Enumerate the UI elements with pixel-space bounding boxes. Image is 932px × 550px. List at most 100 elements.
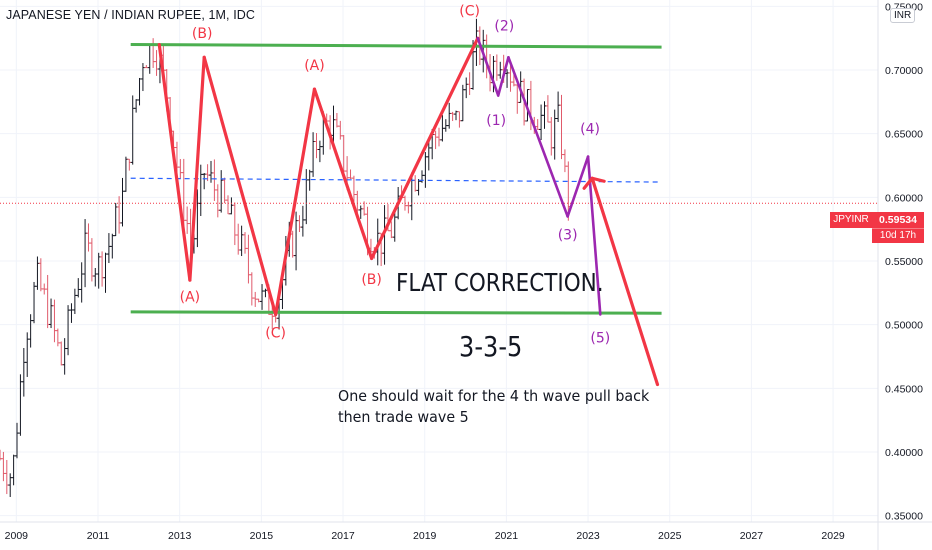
ohlc-bar-119 bbox=[402, 195, 407, 211]
ohlc-bar-37 bbox=[123, 156, 128, 192]
ohlc-bar-2 bbox=[4, 459, 9, 495]
ohlc-bar-134 bbox=[454, 110, 459, 121]
ohlc-bar-158 bbox=[535, 119, 540, 130]
ohlc-bar-55 bbox=[185, 206, 190, 234]
ohlc-bar-1 bbox=[1, 451, 6, 482]
time-axis-tick-5: 2019 bbox=[413, 530, 437, 542]
time-axis-tick-9: 2027 bbox=[740, 530, 764, 542]
channel-line-0 bbox=[130, 43, 662, 49]
time-axis-tick-6: 2021 bbox=[495, 530, 519, 542]
ohlc-bar-161 bbox=[545, 95, 550, 123]
ohlc-bar-30 bbox=[100, 251, 105, 287]
ohlc-bar-123 bbox=[416, 178, 421, 196]
time-axis-tick-0: 2009 bbox=[5, 530, 29, 542]
ohlc-bar-43 bbox=[144, 65, 149, 69]
ohlc-bar-33 bbox=[110, 233, 115, 259]
ohlc-bar-3 bbox=[8, 473, 13, 497]
ohlc-bar-23 bbox=[76, 278, 81, 298]
ohlc-bar-12 bbox=[38, 258, 43, 292]
corrective-wave-line-3 bbox=[274, 87, 317, 317]
ohlc-bar-13 bbox=[42, 283, 47, 295]
ohlc-bar-69 bbox=[232, 202, 237, 246]
ohlc-bar-42 bbox=[140, 63, 145, 92]
ohlc-bar-106 bbox=[358, 205, 363, 219]
currency-badge[interactable]: INR bbox=[890, 8, 916, 23]
wave-label-8: (4) bbox=[580, 122, 600, 138]
corrective-wave-line-4 bbox=[312, 87, 374, 261]
ohlc-bar-76 bbox=[256, 298, 261, 303]
ohlc-bar-31 bbox=[103, 252, 108, 293]
ohlc-bar-129 bbox=[437, 127, 441, 147]
ohlc-bar-70 bbox=[236, 223, 241, 255]
ohlc-bar-59 bbox=[198, 164, 203, 217]
ohlc-bar-146 bbox=[494, 54, 499, 81]
ohlc-bar-28 bbox=[93, 267, 98, 287]
ohlc-bar-160 bbox=[542, 101, 547, 129]
ohlc-bar-17 bbox=[55, 328, 60, 347]
price-axis-tick-8: 0.35000 bbox=[885, 511, 923, 523]
time-axis-tick-3: 2015 bbox=[250, 530, 274, 542]
ohlc-bar-162 bbox=[549, 117, 554, 156]
channel-midline bbox=[130, 177, 662, 183]
ohlc-bar-93 bbox=[314, 133, 319, 159]
wave-label-9: (3) bbox=[558, 227, 578, 243]
ohlc-bar-39 bbox=[130, 95, 135, 165]
ohlc-bar-36 bbox=[120, 177, 125, 227]
trade-note: One should wait for the 4 th wave pull b… bbox=[338, 387, 650, 426]
ohlc-bar-19 bbox=[62, 338, 67, 375]
ohlc-bar-35 bbox=[117, 196, 122, 234]
price-tag-value: 0.59534 bbox=[872, 212, 924, 228]
price-axis-tick-7: 0.40000 bbox=[885, 447, 923, 459]
wave-label-10: (5) bbox=[590, 330, 610, 346]
ohlc-bar-78 bbox=[263, 288, 268, 298]
ohlc-bar-11 bbox=[35, 256, 40, 290]
time-axis-tick-2: 2013 bbox=[168, 530, 192, 542]
impulse-wave-line-3 bbox=[566, 155, 590, 218]
ohlc-bar-164 bbox=[556, 91, 561, 123]
ohlc-bar-15 bbox=[49, 298, 54, 329]
ohlc-bar-73 bbox=[246, 234, 251, 284]
ohlc-bar-107 bbox=[362, 201, 367, 216]
corrective-wave-line-2 bbox=[202, 55, 278, 317]
ohlc-bar-9 bbox=[28, 314, 33, 348]
corrective-wave-line-6 bbox=[590, 176, 660, 387]
ohlc-bar-165 bbox=[559, 94, 564, 160]
ohlc-bar-20 bbox=[66, 305, 71, 356]
ohlc-bar-136 bbox=[460, 84, 465, 122]
ohlc-bar-22 bbox=[72, 288, 77, 315]
ohlc-bar-103 bbox=[348, 169, 353, 179]
ohlc-bar-135 bbox=[457, 111, 462, 128]
wave-label-0: (B) bbox=[192, 26, 213, 42]
ohlc-bar-63 bbox=[212, 159, 217, 201]
flat-correction-label: FLAT CORRECTION. bbox=[396, 268, 604, 297]
pullback-arrowhead bbox=[582, 176, 606, 190]
impulse-wave-line-1 bbox=[496, 55, 510, 97]
ohlc-bar-26 bbox=[86, 223, 91, 252]
ohlc-bar-24 bbox=[79, 262, 84, 303]
ohlc-bar-68 bbox=[229, 197, 234, 215]
wave-label-5: (C) bbox=[459, 3, 480, 19]
ohlc-bar-40 bbox=[134, 99, 139, 113]
ohlc-bar-5 bbox=[15, 422, 20, 459]
ohlc-bar-25 bbox=[83, 219, 88, 288]
ohlc-bar-6 bbox=[18, 374, 23, 436]
ohlc-bar-91 bbox=[307, 169, 312, 191]
ohlc-bar-74 bbox=[249, 272, 254, 306]
ohlc-bar-8 bbox=[25, 332, 30, 377]
ohlc-bar-94 bbox=[317, 140, 322, 163]
wave-label-6: (2) bbox=[494, 19, 514, 35]
wave-label-4: (B) bbox=[361, 272, 382, 288]
corrective-wave-line-5 bbox=[370, 36, 480, 261]
ohlc-bar-100 bbox=[338, 120, 343, 140]
corrective-wave-line-0 bbox=[157, 42, 192, 282]
ohlc-bar-53 bbox=[178, 159, 183, 180]
price-axis-tick-1: 0.70000 bbox=[885, 65, 923, 77]
ohlc-bar-45 bbox=[151, 38, 156, 68]
ohlc-bar-138 bbox=[467, 72, 472, 96]
ohlc-bar-87 bbox=[294, 211, 299, 271]
ohlc-bar-14 bbox=[45, 274, 50, 329]
ohlc-bar-163 bbox=[552, 109, 557, 160]
ohlc-bar-89 bbox=[300, 205, 305, 237]
